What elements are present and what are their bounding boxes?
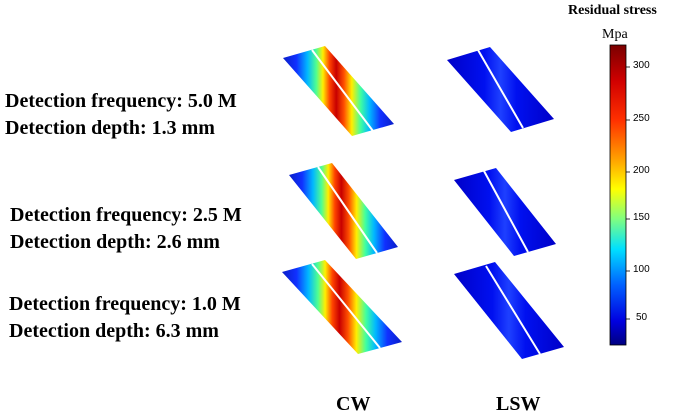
column-label-cw: CW	[336, 393, 371, 415]
frequency-label: Detection frequency: 5.0 M	[5, 90, 237, 112]
colorbar	[609, 44, 627, 346]
frequency-label: Detection frequency: 2.5 M	[10, 204, 242, 226]
colorbar-tick-200: 200	[633, 165, 650, 176]
depth-label: Detection depth: 1.3 mm	[5, 117, 215, 139]
cw-map-1	[283, 46, 394, 136]
colorbar-title: Residual stress	[568, 3, 657, 18]
depth-label: Detection depth: 6.3 mm	[9, 320, 219, 342]
column-label-lsw: LSW	[496, 393, 541, 415]
colorbar-tick-50: 50	[636, 312, 648, 323]
colorbar-tick-250: 250	[633, 113, 650, 124]
colorbar-ticks	[626, 66, 630, 320]
row-label-3: Detection frequency: 1.0 M Detection dep…	[9, 291, 241, 345]
row-label-2: Detection frequency: 2.5 M Detection dep…	[10, 202, 242, 256]
frequency-label: Detection frequency: 1.0 M	[9, 293, 241, 315]
lsw-map-1	[447, 47, 554, 132]
lsw-map-3	[454, 262, 564, 359]
lsw-map-2	[454, 168, 556, 256]
depth-label: Detection depth: 2.6 mm	[10, 231, 220, 253]
cw-map-3	[282, 260, 402, 354]
colorbar-tick-100: 100	[633, 264, 650, 275]
row-label-1: Detection frequency: 5.0 M Detection dep…	[5, 88, 237, 142]
colorbar-tick-150: 150	[633, 212, 650, 223]
colorbar-tick-300: 300	[633, 60, 650, 71]
colorbar-unit: Mpa	[602, 27, 628, 42]
cw-map-2	[289, 163, 398, 259]
